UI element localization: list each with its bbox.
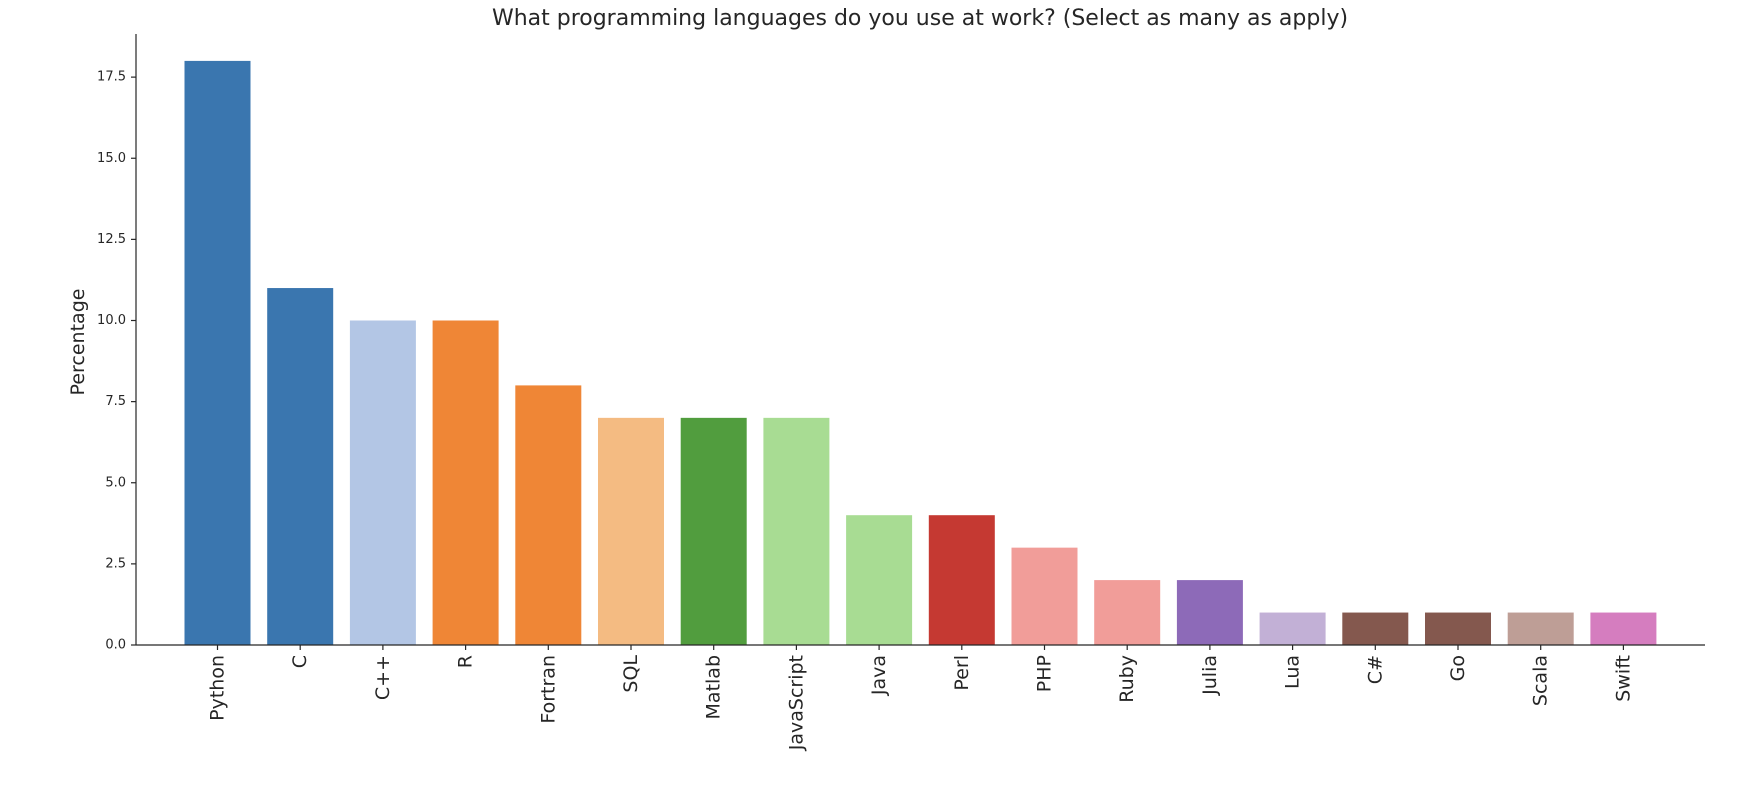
x-tick-label: JavaScript (785, 655, 807, 751)
x-tick-label: C (289, 655, 311, 668)
bar-php (1011, 547, 1078, 645)
bar-fortran (515, 385, 582, 645)
bar-swift (1590, 612, 1657, 645)
x-tick-label: Python (207, 655, 229, 721)
x-tick-label: Matlab (703, 655, 725, 719)
bar-julia (1176, 580, 1243, 645)
x-tick-label: Swift (1612, 655, 1634, 702)
x-axis-ticks: Python C C++ R Fortran SQL Matlab JavaScript Jav… (207, 645, 1634, 751)
y-tick-label: 12.5 (97, 232, 126, 247)
x-tick-label: R (455, 655, 477, 668)
y-tick-label: 0.0 (105, 638, 126, 653)
bar-lua (1259, 612, 1326, 645)
bar-scala (1507, 612, 1574, 645)
bar-cpp (349, 320, 416, 645)
y-axis-ticks: 0.0 2.5 5.0 7.5 10.0 12.5 15.0 17.5 (97, 70, 136, 653)
x-tick-label: PHP (1034, 655, 1056, 692)
x-tick-label: Scala (1530, 655, 1552, 706)
x-tick-label: C# (1364, 655, 1386, 684)
y-tick-label: 17.5 (97, 70, 126, 85)
bar-c (267, 288, 334, 645)
x-tick-label: Julia (1199, 655, 1221, 696)
bar-r (432, 320, 499, 645)
x-tick-label: Go (1447, 655, 1469, 681)
x-tick-label: C++ (372, 655, 394, 700)
y-tick-label: 7.5 (105, 394, 126, 409)
y-tick-label: 5.0 (105, 475, 126, 490)
x-tick-label: Fortran (537, 655, 559, 724)
y-tick-label: 10.0 (97, 313, 126, 328)
x-tick-label: Perl (951, 655, 973, 691)
y-tick-label: 15.0 (97, 151, 126, 166)
bar-go (1425, 612, 1491, 645)
y-axis-label: Percentage (67, 289, 89, 396)
bar-ruby (1094, 580, 1161, 645)
x-tick-label: SQL (620, 655, 642, 693)
bar-matlab (680, 417, 747, 645)
bar-perl (928, 515, 995, 645)
x-tick-label: Java (868, 655, 890, 696)
bar-csharp (1342, 612, 1409, 645)
bar-java (846, 515, 913, 645)
bar-sql (598, 417, 664, 645)
x-tick-label: Ruby (1116, 655, 1138, 703)
bar-javascript (763, 417, 830, 645)
bar-python (184, 60, 251, 645)
chart-title: What programming languages do you use at… (492, 6, 1348, 31)
y-tick-label: 2.5 (105, 556, 126, 571)
x-tick-label: Lua (1282, 655, 1304, 689)
bars-group (184, 60, 1657, 645)
